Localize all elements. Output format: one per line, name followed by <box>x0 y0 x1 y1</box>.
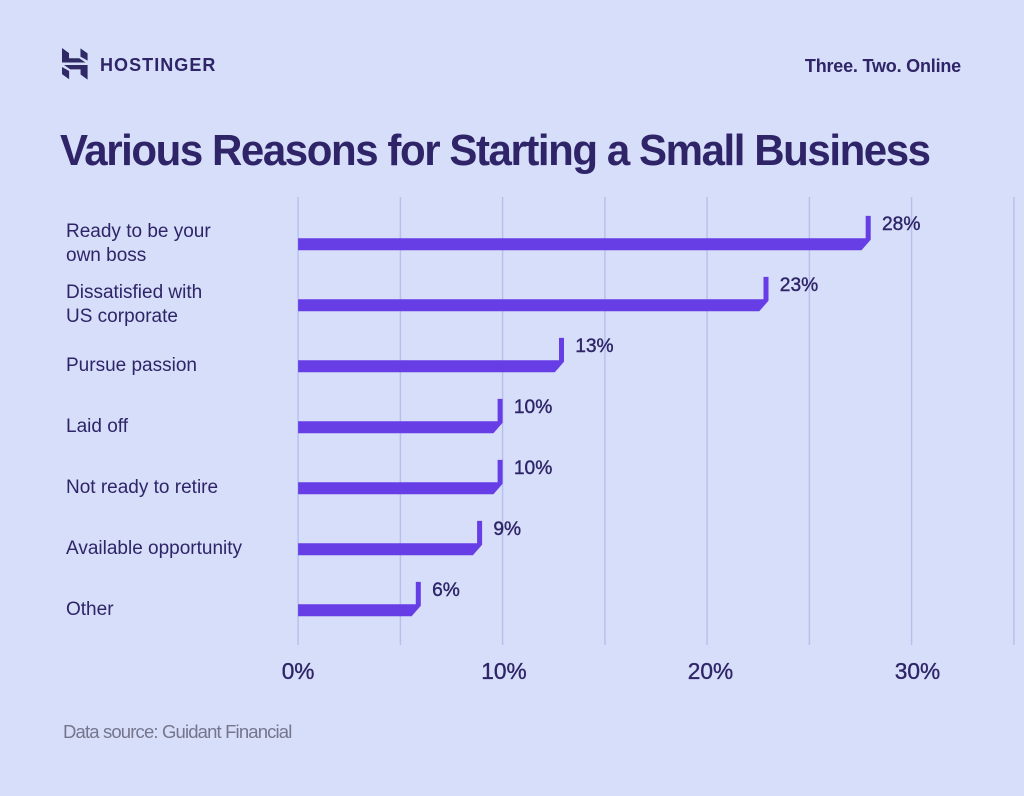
svg-text:9%: 9% <box>493 519 521 540</box>
svg-text:23%: 23% <box>780 275 818 296</box>
svg-text:10%: 10% <box>514 458 552 479</box>
svg-text:10%: 10% <box>514 397 552 418</box>
svg-text:28%: 28% <box>882 214 920 235</box>
svg-text:13%: 13% <box>575 336 613 357</box>
svg-text:6%: 6% <box>432 580 460 601</box>
